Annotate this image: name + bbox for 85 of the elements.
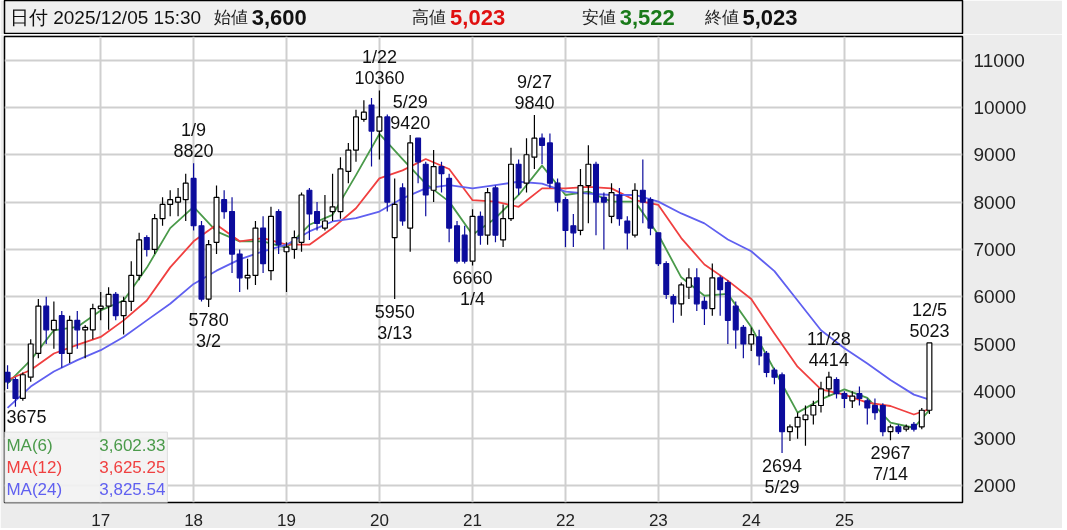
x-tick-label: 17: [91, 510, 111, 530]
annotation: 3,825.54: [99, 480, 166, 500]
candlestick: [50, 300, 57, 350]
y-tick-label: 9000: [973, 144, 1016, 166]
candlestick: [477, 210, 484, 246]
candlestick: [670, 293, 677, 324]
annotation: 3,602.33: [99, 436, 166, 456]
candlestick: [616, 187, 623, 227]
annotation: 2967 7/14: [870, 443, 911, 485]
candlestick: [82, 324, 89, 359]
text: 安値 3,522: [581, 5, 675, 30]
candlestick: [360, 99, 367, 123]
candlestick: [175, 187, 182, 217]
candlestick: [864, 397, 871, 426]
candlestick: [856, 385, 863, 407]
candlestick: [918, 407, 925, 430]
candlestick: [376, 89, 383, 161]
x-tick-label: 25: [834, 510, 854, 530]
candlestick: [19, 371, 26, 402]
annotation: 12/5 5023: [909, 299, 950, 341]
candlestick: [717, 274, 724, 317]
x-tick-label: 18: [184, 510, 204, 530]
y-tick-label: 3000: [973, 428, 1016, 450]
candlestick: [871, 397, 878, 421]
candlestick: [415, 137, 422, 184]
annotation: 2694 5/29: [762, 456, 803, 498]
annotation: 5/29 9420: [390, 91, 431, 133]
candlestick: [89, 303, 96, 340]
annotation: 5780 3/2: [188, 310, 229, 352]
candlestick: [825, 371, 832, 397]
chart-title: 日付 2025/12/05 15:30: [9, 7, 202, 28]
candlestick: [685, 267, 692, 300]
candlestick: [608, 182, 615, 224]
y-tick-label: 11000: [973, 49, 1025, 71]
text: 始値 3,600: [213, 5, 307, 30]
x-tick-label: 22: [556, 510, 575, 530]
x-tick-label: 21: [463, 510, 483, 530]
x-tick-label: 23: [648, 510, 668, 530]
candlestick: [515, 158, 522, 196]
annotation: 9/27 9840: [514, 72, 555, 114]
candlestick: [314, 201, 321, 232]
text: MA(12): [6, 457, 63, 477]
candlestick: [438, 161, 445, 194]
candlestick: [236, 248, 243, 293]
y-tick-label: 4000: [973, 380, 1016, 402]
candlestick: [430, 149, 437, 203]
x-tick-label: 20: [369, 510, 389, 530]
candlestick: [539, 132, 546, 165]
y-tick-label: 6000: [973, 286, 1016, 308]
candlestick: [321, 194, 328, 232]
candlestick: [74, 310, 81, 350]
y-tick-label: 10000: [973, 96, 1027, 118]
annotation: 3675: [6, 406, 47, 427]
candlestick: [748, 326, 755, 352]
y-tick-label: 8000: [973, 191, 1016, 213]
candlestick: [500, 203, 507, 248]
x-tick-label: 19: [277, 510, 296, 530]
candlestick: [678, 281, 685, 317]
y-tick-label: 2000: [973, 475, 1016, 497]
y-tick-label: 7000: [973, 238, 1016, 260]
text: MA(6): [6, 435, 53, 455]
candlestick: [221, 189, 228, 220]
candlestick: [105, 286, 112, 331]
x-tick-label: 24: [741, 510, 761, 530]
candlestick: [112, 291, 119, 321]
text: MA(24): [6, 479, 63, 499]
y-tick-label: 5000: [973, 333, 1016, 355]
candlestick: [43, 296, 50, 345]
candlestick: [817, 381, 825, 414]
text: 終値 5,023: [703, 5, 798, 30]
candlestick: [97, 291, 104, 321]
candlestick: [306, 187, 313, 241]
candlestick: [624, 215, 631, 250]
annotation: 1/9 8820: [173, 120, 214, 162]
candlestick: [600, 192, 607, 250]
candlestick: [810, 400, 817, 426]
candlestick: [833, 376, 840, 400]
candlestick: [786, 423, 793, 442]
annotation: 1/22 10360: [354, 47, 405, 89]
annotation: 6660 1/4: [452, 268, 493, 310]
candlestick: [143, 234, 150, 258]
candlestick: [182, 173, 189, 222]
text: 高値 5,023: [412, 5, 506, 30]
annotation: 5950 3/13: [374, 302, 415, 344]
annotation: 3,625.25: [99, 458, 166, 478]
